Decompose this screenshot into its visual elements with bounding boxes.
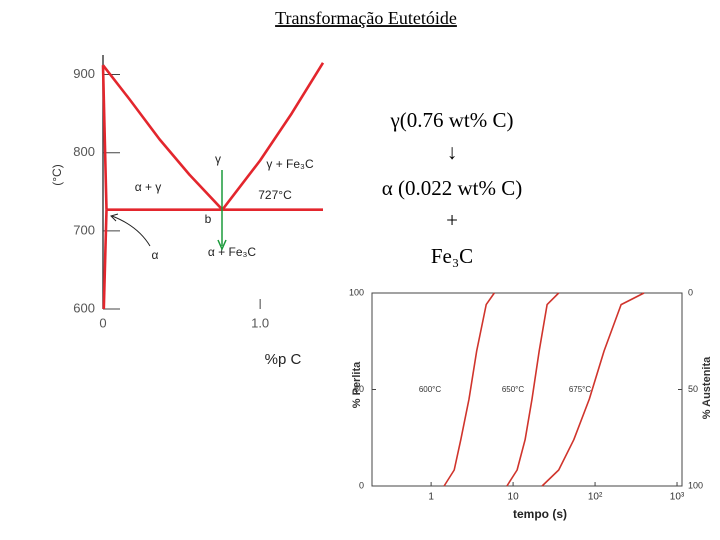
pointer-arrow (111, 215, 151, 247)
annotation: α + γ (135, 180, 162, 194)
annotation: γ + Fe₃C (266, 157, 314, 171)
series-line (506, 292, 560, 487)
x-tick-label: 10 (508, 492, 520, 503)
series-label: 600°C (419, 385, 442, 394)
slide-title: Transformação Eutetóide (275, 8, 457, 28)
annotation: b (205, 212, 212, 226)
annotation: α (152, 248, 159, 262)
reaction-line: α (0.022 wt% C) (382, 176, 523, 200)
x-tick-label: 0 (99, 315, 106, 330)
cooling-arrow-head (217, 239, 227, 251)
y-axis-label: % Perlita (351, 361, 363, 408)
series-label: 675°C (569, 385, 592, 394)
annotation: α + Fe₃C (208, 245, 257, 259)
y2-tick-label: 50 (688, 384, 698, 394)
annotation: 727°C (258, 188, 292, 202)
y-tick-label: 50 (354, 384, 364, 394)
pointer-arrow-head (110, 213, 119, 222)
y-tick-label: 900 (73, 66, 95, 81)
series-line (221, 62, 325, 211)
reaction-line: γ(0.76 wt% C) (389, 108, 513, 132)
reaction: γ(0.76 wt% C) ↓ α (0.022 wt% C) + Fe₃C (382, 108, 523, 268)
y-tick-label: 100 (349, 287, 364, 297)
series-line (443, 292, 495, 487)
series-line (541, 292, 645, 487)
x-tick-label: 10² (588, 492, 603, 503)
y-tick-label: 700 (73, 222, 95, 237)
reaction-line: Fe₃C (431, 244, 473, 268)
series-line (101, 64, 224, 211)
x-axis-label: %p C (265, 351, 302, 368)
y-tick-label: 600 (73, 300, 95, 315)
series-label: 650°C (502, 385, 525, 394)
y-tick-label: 800 (73, 144, 95, 159)
reaction-arrow: ↓ (447, 140, 458, 164)
x-tick-label: 10³ (670, 492, 685, 503)
series-line (102, 209, 108, 310)
x-axis-label: tempo (s) (513, 507, 567, 521)
reaction-plus: + (446, 208, 458, 232)
x-tick-label: 1.0 (251, 315, 269, 330)
y2-axis-label: % Austenita (701, 356, 713, 419)
y2-tick-label: 0 (688, 287, 693, 297)
x-tick-label: 1 (428, 492, 434, 503)
y-axis-label: (°C) (50, 164, 64, 185)
y-tick-label: 0 (359, 480, 364, 490)
annotation: γ (215, 152, 221, 166)
y2-tick-label: 100 (688, 480, 703, 490)
series-line (101, 65, 108, 210)
